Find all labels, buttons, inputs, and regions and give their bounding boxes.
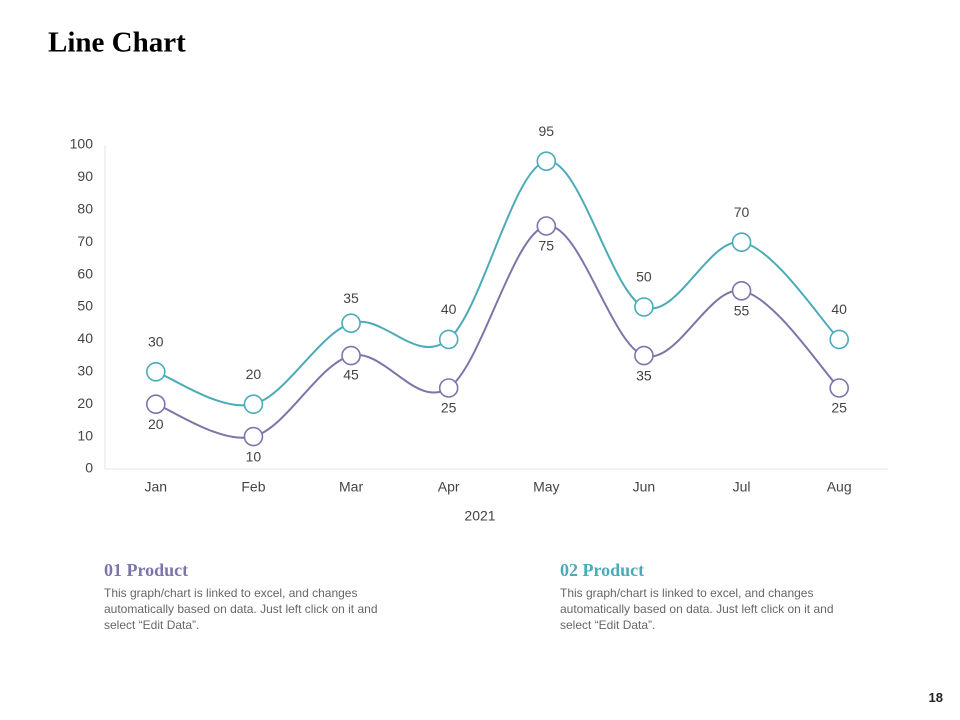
y-tick-label: 20: [77, 395, 93, 411]
line: [155, 224, 840, 439]
marker: [146, 394, 166, 415]
data-label: 20: [246, 366, 262, 382]
marker: [731, 280, 752, 301]
data-label: 25: [441, 400, 457, 416]
y-tick-label: 90: [77, 168, 93, 184]
x-tick-label: May: [533, 479, 559, 495]
marker: [341, 345, 361, 366]
marker: [634, 297, 654, 317]
data-label: 30: [148, 334, 164, 350]
page-number: 18: [928, 690, 943, 705]
data-label: 25: [831, 400, 847, 416]
data-label: 55: [734, 303, 750, 319]
data-label: 50: [636, 269, 652, 285]
x-tick-label: Jul: [733, 479, 751, 495]
data-label: 10: [246, 448, 262, 464]
marker: [536, 216, 557, 236]
data-label: 45: [343, 366, 359, 382]
marker: [341, 313, 361, 334]
marker: [438, 329, 459, 350]
legend-title: 01 Product: [104, 560, 189, 580]
marker: [829, 378, 849, 398]
x-tick-label: Aug: [827, 479, 852, 495]
y-tick-label: 70: [77, 233, 93, 249]
marker: [438, 378, 459, 398]
marker: [146, 361, 166, 382]
description: This graph/chart is linked to excel, and…: [104, 586, 378, 632]
data-label: 95: [539, 123, 555, 139]
y-tick-label: 0: [85, 460, 93, 476]
x-tick-label: Jun: [633, 479, 656, 495]
y-tick-label: 10: [77, 427, 93, 443]
chart-title: Line Chart: [48, 27, 186, 59]
marker: [536, 151, 557, 171]
y-tick-label: 30: [77, 363, 93, 379]
data-label: 70: [734, 204, 750, 220]
y-tick-label: 40: [77, 330, 93, 346]
marker: [243, 426, 264, 447]
x-tick-label: Feb: [241, 479, 265, 495]
marker: [634, 345, 654, 366]
x-tick-label: Apr: [438, 479, 460, 495]
data-label: 40: [441, 301, 457, 317]
x-axis-label: 2021: [464, 508, 495, 524]
x-tick-label: Jan: [145, 479, 168, 495]
marker: [829, 329, 849, 350]
y-tick-label: 80: [77, 201, 93, 217]
legend-title: 02 Product: [560, 560, 645, 580]
marker: [243, 394, 264, 415]
y-tick-label: 100: [70, 136, 94, 152]
line: [155, 160, 840, 407]
x-tick-label: Mar: [339, 479, 363, 495]
data-label: 35: [636, 367, 652, 383]
y-tick-label: 60: [77, 265, 93, 281]
marker: [731, 232, 752, 252]
legend-item: 02 Product This graph/chart is linked to…: [560, 560, 860, 633]
data-label: 20: [148, 416, 164, 432]
legend-item: 01 Product This graph/chart is linked to…: [104, 560, 404, 633]
y-tick-label: 50: [77, 298, 93, 314]
data-label: 35: [343, 290, 359, 306]
data-label: 40: [831, 301, 847, 317]
data-label: 75: [539, 238, 555, 254]
description: This graph/chart is linked to excel, and…: [560, 586, 834, 632]
